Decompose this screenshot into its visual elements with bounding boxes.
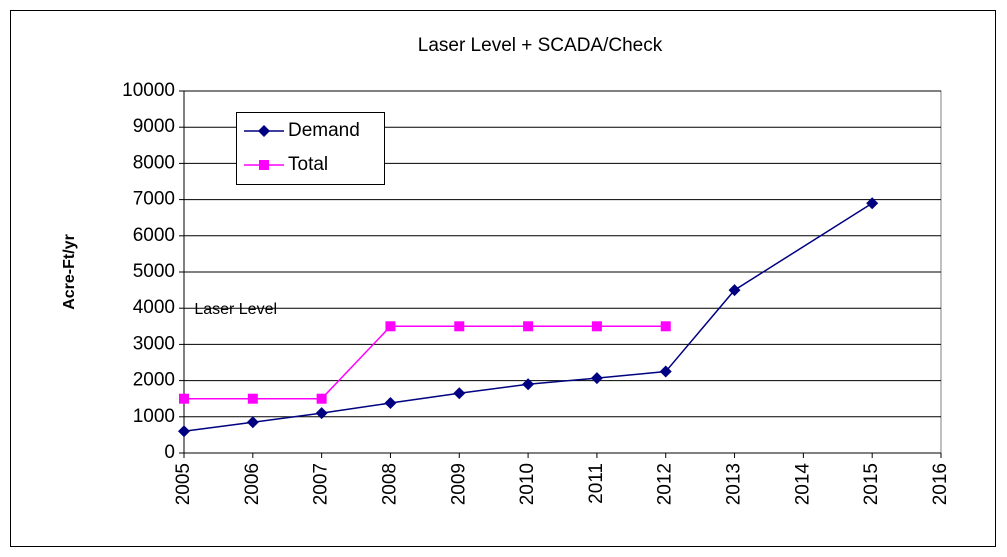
marker [591, 321, 602, 332]
annotation: Laser Level [194, 301, 277, 318]
y-tick-label: 9000 [133, 116, 175, 137]
x-tick-label: 2015 [861, 463, 882, 505]
x-tick-label: 2006 [242, 463, 263, 505]
x-tick-label: 2012 [655, 463, 676, 505]
marker [453, 387, 466, 400]
x-tick-label: 2007 [311, 463, 332, 505]
marker [258, 125, 270, 137]
y-tick-label: 3000 [133, 333, 175, 354]
marker [454, 321, 465, 332]
y-tick-label: 2000 [133, 370, 175, 391]
series-line [183, 202, 873, 433]
y-tick-label: 7000 [133, 189, 175, 210]
marker [385, 321, 396, 332]
legend-label: Total [288, 154, 328, 175]
y-axis-label: Acre-Ft/yr [61, 234, 78, 310]
marker [179, 393, 189, 404]
marker [384, 397, 397, 410]
x-tick-label: 2011 [586, 463, 607, 504]
marker [522, 378, 535, 391]
marker [728, 284, 741, 297]
series-line [184, 325, 666, 400]
legend-box [236, 112, 385, 185]
x-tick-label: 2008 [379, 463, 400, 505]
y-tick-label: 8000 [133, 152, 175, 173]
marker [659, 365, 672, 378]
x-tick-label: 2005 [173, 463, 194, 505]
y-tick-label: 1000 [133, 406, 175, 427]
marker [247, 393, 258, 404]
marker [259, 160, 269, 170]
y-tick-label: 6000 [133, 225, 175, 246]
marker [660, 321, 671, 332]
x-tick-label: 2010 [517, 463, 538, 505]
y-tick-label: 10000 [122, 80, 175, 101]
marker [315, 407, 328, 420]
marker [590, 372, 603, 385]
legend: Demand Total [236, 112, 385, 185]
x-tick-label: 2009 [448, 463, 469, 505]
y-tick-label: 0 [164, 442, 175, 463]
chart-title: Laser Level + SCADA/Check [418, 35, 663, 56]
legend-label: Demand [288, 120, 360, 141]
x-tick-label: 2013 [724, 463, 745, 505]
x-tick-label: 2014 [792, 463, 813, 506]
x-tick-label: 2016 [930, 463, 951, 505]
y-tick-label: 4000 [133, 297, 175, 318]
marker [178, 425, 190, 438]
y-tick-label: 5000 [133, 261, 175, 282]
marker [523, 321, 534, 332]
marker [316, 393, 327, 404]
marker [246, 416, 259, 429]
marker [866, 197, 879, 210]
